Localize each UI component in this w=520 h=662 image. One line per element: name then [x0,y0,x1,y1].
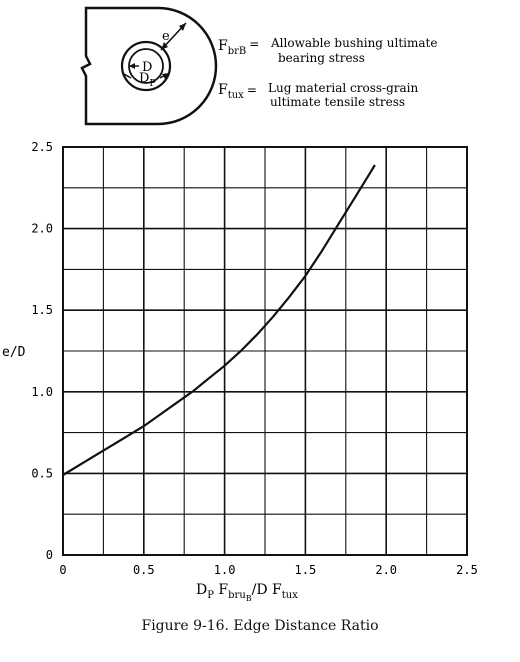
pin-arrowhead-right [162,73,169,79]
edge-distance-curve [62,164,376,476]
bushing-outer-circle [120,40,172,92]
x-tick-labels: 0 0.5 1.0 1.5 2.0 2.5 [59,563,477,577]
legend-fbrb-symbol: F [218,38,228,54]
legend-fbrb-line1: Allowable bushing ultimate [270,36,437,50]
x-tick-label: 2.5 [456,563,478,577]
lug-diagram: e D DP [80,6,218,126]
edge-arrowhead-outer [179,23,186,31]
y-tick-label: 1.0 [31,385,53,399]
d-label: D [142,60,152,75]
xlabel-bru-sub: bru [228,590,246,601]
dp-label-main: D [139,71,149,86]
xlabel-f: F [214,582,228,598]
y-tick-label: 1.5 [31,303,53,317]
y-tick-label: 0.5 [31,466,53,480]
legend-ftux: Ftux = [218,82,257,101]
pin-diameter-arrow [123,73,132,79]
legend-fbrb-equals: = [249,37,259,51]
legend-ftux-line2: ultimate tensile stress [270,95,405,109]
xlabel-p-sub: P [207,590,214,601]
x-tick-label: 0 [59,563,66,577]
x-tick-label: 1.0 [214,563,236,577]
dp-label-sub: P [149,79,155,89]
y-tick-label: 2.5 [31,140,53,154]
legend-fbrb: FbrB= [218,37,259,57]
x-tick-label: 0.5 [133,563,155,577]
dp-label: DP [139,71,156,89]
diameter-arrowhead [129,63,135,69]
y-tick-label: 0 [46,548,53,562]
figure-caption: Figure 9-16. Edge Distance Ratio [141,618,379,634]
xlabel-tux-sub: tux [282,590,298,601]
legend-fbrb-line2: bearing stress [278,51,365,65]
xlabel-over-d-f: /D F [252,582,282,598]
diagram-legend: FbrB= Allowable bushing ultimate bearing… [218,36,437,109]
legend-fbrb-sub: brB [228,46,247,57]
xlabel-d: D [196,582,207,598]
y-axis-label: e/D [2,345,26,360]
chart-grid [62,146,468,556]
legend-ftux-line1: Lug material cross-grain [268,81,418,95]
edge-arrowhead-inner [161,42,168,50]
y-tick-labels: 0 0.5 1.0 1.5 2.0 2.5 [31,140,53,562]
legend-ftux-equals: = [247,83,257,97]
xlabel-b-sub: B [246,594,252,603]
lug-outline [80,6,218,126]
legend-ftux-sub: tux [228,90,244,101]
x-tick-label: 1.5 [295,563,317,577]
chart: 0 0.5 1.0 1.5 2.0 2.5 0 0.5 1.0 1.5 2.0 2.5 e/D DP… [2,140,478,603]
e-label: e [162,29,170,44]
y-tick-label: 2.0 [31,222,53,236]
x-axis-label: DP FbruB/D Ftux [196,582,298,603]
legend-ftux-symbol: F [218,82,228,98]
x-tick-label: 2.0 [375,563,397,577]
plot-frame [62,146,468,556]
